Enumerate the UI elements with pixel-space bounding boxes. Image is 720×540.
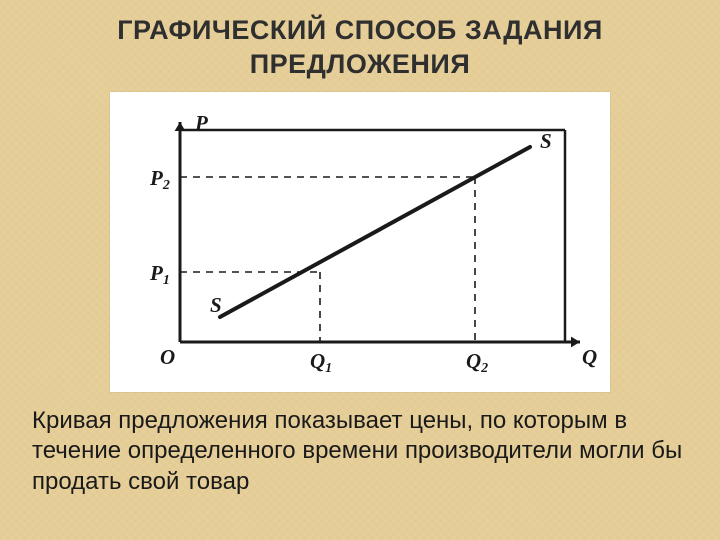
svg-text:O: O	[160, 345, 175, 369]
supply-chart: O P Q P1 P2 Q1 Q2 S S	[110, 92, 610, 392]
svg-text:S: S	[540, 129, 552, 153]
svg-text:Q2: Q2	[466, 349, 488, 376]
chart-svg: O P Q P1 P2 Q1 Q2 S S	[110, 92, 610, 392]
slide-title: ГРАФИЧЕСКИЙ СПОСОБ ЗАДАНИЯ ПРЕДЛОЖЕНИЯ	[28, 14, 692, 82]
svg-text:Q1: Q1	[310, 349, 332, 376]
slide: ГРАФИЧЕСКИЙ СПОСОБ ЗАДАНИЯ ПРЕДЛОЖЕНИЯ O…	[0, 0, 720, 540]
title-line-2: ПРЕДЛОЖЕНИЯ	[250, 49, 470, 79]
svg-text:P: P	[194, 111, 208, 135]
svg-text:Q: Q	[582, 345, 597, 369]
svg-text:P2: P2	[149, 166, 170, 193]
svg-text:S: S	[210, 293, 222, 317]
caption-text: Кривая предложения показывает цены, по к…	[28, 406, 692, 498]
title-line-1: ГРАФИЧЕСКИЙ СПОСОБ ЗАДАНИЯ	[117, 15, 603, 45]
svg-text:P1: P1	[149, 261, 170, 288]
